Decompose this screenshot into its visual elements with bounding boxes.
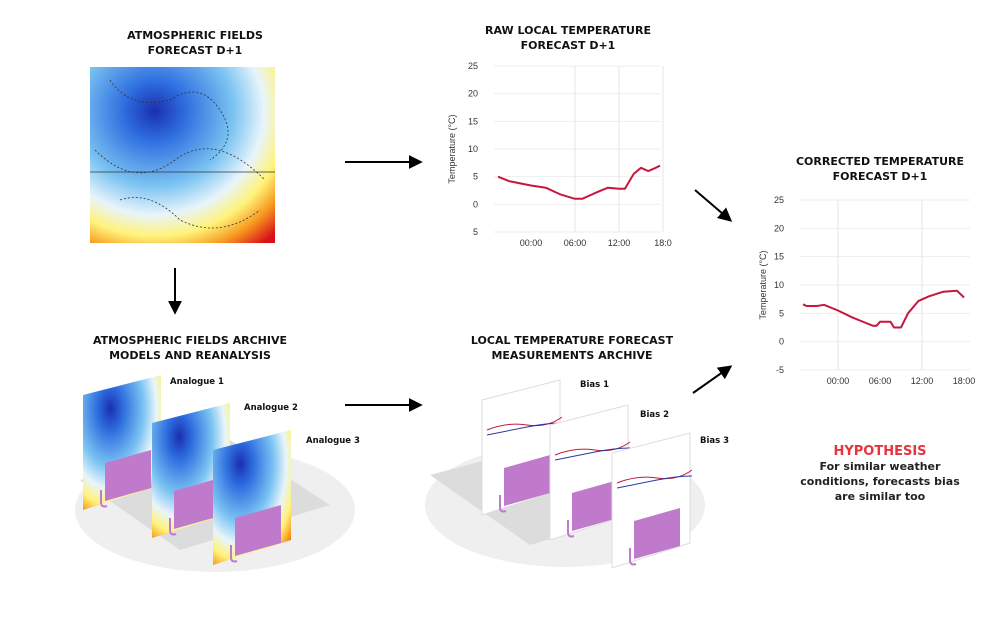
title-line: CORRECTED TEMPERATURE — [795, 155, 965, 168]
x-tick-label: 06:00 — [869, 376, 892, 386]
bias-card — [481, 379, 563, 516]
title-line: LOCAL TEMPERATURE FORECAST — [470, 334, 674, 347]
arrow-diag-up — [692, 365, 733, 394]
y-tick-label: 10 — [468, 144, 478, 154]
y-tick-label: -5 — [776, 365, 784, 375]
bias-curve-blue — [486, 422, 563, 436]
hypothesis-line: conditions, forecasts bias — [800, 475, 960, 488]
analogue-card — [213, 430, 291, 565]
title-line: MODELS AND REANALYSIS — [109, 349, 271, 362]
bias-curve-red — [554, 441, 631, 456]
analogue-label: Analogue 2 — [244, 403, 298, 413]
title-line: FORECAST D+1 — [147, 44, 243, 57]
bias-card — [611, 432, 693, 569]
x-tick-label: 18:0 — [654, 238, 672, 248]
analogue-label: Analogue 1 — [170, 377, 224, 387]
y-tick-label: 20 — [468, 89, 478, 99]
hypothesis-line: For similar weather — [819, 460, 941, 473]
analogue-label: Analogue 3 — [306, 436, 360, 446]
panel — [174, 478, 220, 529]
bias-card — [549, 404, 631, 541]
y-axis-label: Temperature (°C) — [447, 114, 457, 183]
title-line: ATMOSPHERIC FIELDS — [127, 29, 263, 42]
temperature-line — [802, 289, 965, 329]
temperature-line — [497, 164, 661, 200]
panel-stand — [567, 520, 575, 538]
bias-label: Bias 1 — [580, 380, 610, 390]
y-tick-label: 0 — [779, 337, 784, 347]
title-atmospheric-archive: ATMOSPHERIC FIELDS ARCHIVE MODELS AND RE… — [60, 333, 320, 363]
y-axis-label: Temperature (°C) — [758, 250, 768, 319]
panel-stand — [100, 490, 108, 508]
x-tick-label: 12:00 — [911, 376, 934, 386]
analogue-card — [83, 375, 161, 510]
title-local-archive: LOCAL TEMPERATURE FORECAST MEASUREMENTS … — [442, 333, 702, 363]
title-line: MEASUREMENTS ARCHIVE — [491, 349, 653, 362]
title-raw-forecast: RAW LOCAL TEMPERATURE FORECAST D+1 — [438, 23, 698, 53]
hypothesis-line: are similar too — [834, 490, 926, 503]
x-tick-label: 18:00 — [953, 376, 976, 386]
y-tick-label: 15 — [774, 252, 784, 262]
title-line: RAW LOCAL TEMPERATURE — [485, 24, 651, 37]
title-atmospheric-forecast: ATMOSPHERIC FIELDS FORECAST D+1 — [65, 28, 325, 58]
y-tick-label: 0 — [473, 199, 478, 209]
panel-stand — [629, 548, 637, 566]
title-line: ATMOSPHERIC FIELDS ARCHIVE — [92, 334, 288, 347]
coastline — [94, 79, 266, 229]
arrow-diag-down — [694, 189, 733, 222]
bias-label: Bias 2 — [640, 410, 670, 420]
x-tick-label: 00:00 — [520, 238, 543, 248]
x-tick-label: 00:00 — [827, 376, 850, 386]
y-tick-label: 25 — [468, 61, 478, 71]
panel — [235, 505, 281, 556]
atmospheric-map — [90, 67, 275, 243]
bias-label: Bias 3 — [700, 436, 730, 446]
y-tick-label: 15 — [468, 116, 478, 126]
y-tick-label: 5 — [473, 172, 478, 182]
title-corrected-forecast: CORRECTED TEMPERATURE FORECAST D+1 — [750, 154, 1000, 184]
x-tick-label: 06:00 — [564, 238, 587, 248]
y-tick-label: 5 — [473, 227, 478, 237]
bias-curve-red — [616, 469, 693, 484]
panel — [105, 450, 151, 501]
panel — [572, 480, 618, 531]
bias-curve-red — [486, 416, 563, 431]
title-line: FORECAST D+1 — [520, 39, 616, 52]
y-tick-label: 5 — [779, 308, 784, 318]
panel-stand — [169, 518, 177, 536]
bias-curve-blue — [616, 475, 693, 489]
title-line: FORECAST D+1 — [832, 170, 928, 183]
panel — [504, 455, 550, 506]
y-tick-label: 20 — [774, 223, 784, 233]
panel-stand — [230, 545, 238, 563]
hypothesis-heading: HYPOTHESIS — [833, 444, 927, 459]
panel — [634, 508, 680, 559]
hypothesis: HYPOTHESIS For similar weather condition… — [780, 444, 980, 504]
y-tick-label: 10 — [774, 280, 784, 290]
y-tick-label: 25 — [774, 195, 784, 205]
panel-stand — [499, 495, 507, 513]
analogue-card — [152, 403, 230, 538]
x-tick-label: 12:00 — [608, 238, 631, 248]
bias-curve-blue — [554, 447, 631, 461]
